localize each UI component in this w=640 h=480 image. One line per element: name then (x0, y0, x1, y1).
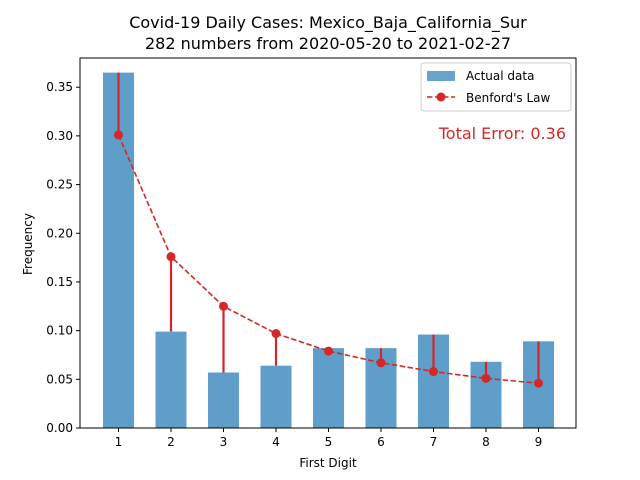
legend-label-benford: Benford's Law (466, 91, 551, 105)
benford-point-digit-9 (534, 378, 543, 388)
x-axis-label: First Digit (299, 456, 357, 470)
x-tick-label: 8 (482, 435, 490, 449)
y-tick-label: 0.20 (46, 226, 73, 240)
x-tick-label: 6 (377, 435, 385, 449)
benford-point-digit-1 (114, 130, 123, 140)
bar-digit-4 (260, 365, 292, 428)
benford-point-digit-8 (481, 373, 491, 383)
benford-point-digit-4 (271, 329, 281, 339)
chart-subtitle: 282 numbers from 2020-05-20 to 2021-02-2… (145, 34, 511, 53)
x-tick-label: 4 (272, 435, 280, 449)
legend-label-actual: Actual data (466, 69, 534, 83)
y-tick-label: 0.15 (46, 275, 73, 289)
benford-point-digit-5 (324, 346, 333, 356)
benford-point-digit-2 (166, 252, 176, 262)
x-tick-label: 3 (220, 435, 228, 449)
benford-points (114, 130, 543, 388)
benford-curve (117, 134, 539, 385)
x-tick-label: 9 (535, 435, 543, 449)
legend-marker-benford (436, 92, 446, 102)
y-tick-label: 0.10 (46, 324, 73, 338)
bar-digit-3 (208, 372, 239, 428)
y-tick-label: 0.05 (46, 372, 73, 386)
chart-title: Covid-19 Daily Cases: Mexico_Baja_Califo… (129, 13, 527, 33)
y-tick-label: 0.35 (46, 80, 73, 94)
bar-digit-5 (313, 348, 344, 428)
benford-point-digit-3 (219, 301, 228, 311)
y-tick-label: 0.30 (46, 129, 73, 143)
plot-frame (79, 57, 577, 429)
legend-box (420, 62, 572, 112)
y-axis-label: Frequency (21, 213, 35, 275)
benford-point-digit-7 (429, 367, 438, 377)
y-tick-label: 0.25 (46, 178, 73, 192)
total-error-annotation: Total Error: 0.36 (438, 124, 566, 143)
deviation-lines (117, 72, 540, 384)
y-axis-ticks: 0.00 0.05 0.10 0.15 0.20 0.25 0.30 0.35 (46, 80, 80, 435)
y-tick-label: 0.00 (46, 421, 73, 435)
bar-digit-2 (155, 331, 187, 428)
x-tick-label: 7 (430, 435, 438, 449)
benford-point-digit-6 (376, 358, 386, 368)
x-axis-ticks: 1 2 3 4 5 6 7 8 9 (115, 428, 543, 449)
legend: Actual data Benford's Law (420, 62, 572, 112)
x-tick-label: 2 (167, 435, 175, 449)
x-tick-label: 5 (325, 435, 333, 449)
x-tick-label: 1 (115, 435, 123, 449)
legend-swatch-actual (427, 71, 455, 81)
